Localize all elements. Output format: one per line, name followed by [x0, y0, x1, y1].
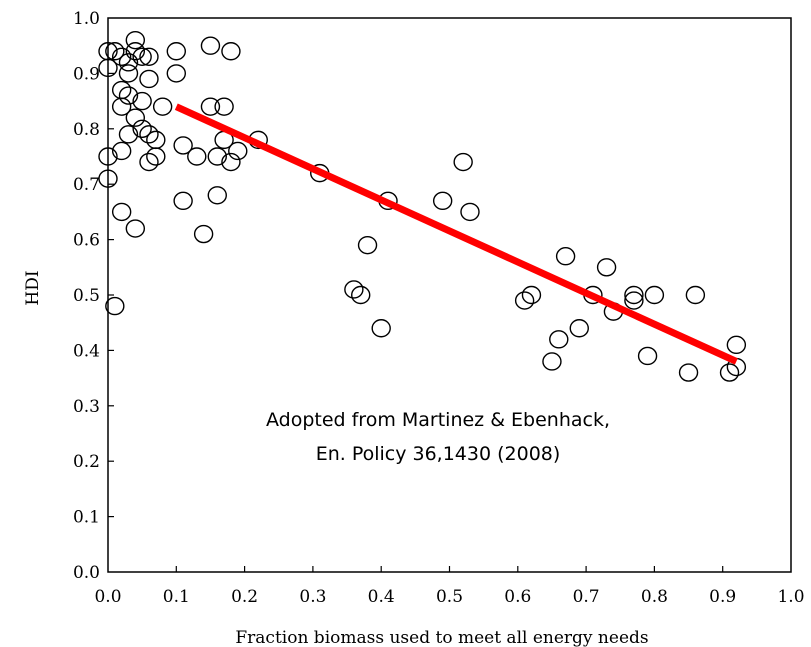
annotation-line-1: Adopted from Martinez & Ebenhack,	[266, 409, 610, 431]
y-tick-label: 0.1	[73, 508, 100, 528]
x-tick-label: 0.0	[94, 587, 121, 607]
data-point	[132, 47, 152, 66]
data-point	[221, 152, 241, 172]
data-point	[152, 97, 173, 116]
data-point	[344, 280, 364, 299]
annotation-line-2: En. Policy 36,1430 (2008)	[316, 443, 561, 465]
data-point	[719, 363, 740, 382]
x-tick-label: 0.1	[163, 587, 190, 607]
y-axis-title: HDI	[23, 270, 43, 305]
y-tick-label: 0.5	[73, 286, 100, 306]
data-point	[118, 64, 139, 83]
data-point	[460, 202, 480, 222]
x-tick-label: 0.5	[436, 587, 463, 607]
data-point	[214, 97, 234, 116]
data-point	[555, 247, 576, 266]
data-point	[726, 335, 747, 355]
data-point	[98, 147, 118, 166]
data-point	[187, 147, 207, 166]
x-tick-label: 0.3	[299, 587, 326, 607]
x-tick-label: 0.6	[504, 587, 531, 607]
data-point	[678, 363, 699, 382]
y-tick-label: 0.0	[73, 563, 100, 583]
data-point	[371, 319, 391, 338]
data-point	[132, 119, 152, 139]
data-point	[432, 191, 453, 211]
x-tick-label: 0.9	[709, 587, 736, 607]
data-point	[125, 42, 146, 61]
data-point	[118, 86, 139, 105]
data-point	[98, 58, 118, 78]
data-point	[111, 47, 132, 66]
data-point	[200, 97, 221, 116]
data-point	[166, 42, 187, 61]
data-point	[132, 91, 152, 111]
y-tick-label: 1.0	[73, 9, 100, 29]
data-point	[118, 125, 139, 144]
data-point	[685, 285, 706, 305]
data-point	[207, 186, 227, 205]
data-point	[514, 291, 535, 310]
data-point	[98, 169, 118, 188]
data-point	[644, 285, 665, 305]
trend-line	[174, 103, 738, 365]
plot-frame	[107, 17, 792, 573]
x-tick-label: 0.7	[573, 587, 600, 607]
data-point	[173, 191, 193, 211]
data-point	[146, 147, 166, 166]
y-tick-label: 0.4	[73, 341, 100, 361]
data-point	[105, 296, 125, 316]
data-point	[624, 291, 644, 310]
data-point	[111, 141, 132, 161]
y-axis-ticks: 0.0 0.1 0.2 0.3 0.4 0.5 0.6 0.7 0.8 0.9 1.0	[73, 9, 114, 583]
y-tick-label: 0.7	[73, 175, 100, 195]
y-tick-label: 0.6	[73, 231, 100, 251]
y-tick-label: 0.3	[73, 397, 100, 417]
data-point	[125, 108, 146, 127]
data-point	[139, 69, 159, 89]
data-point	[569, 319, 589, 338]
x-tick-label: 1.0	[777, 587, 804, 607]
data-point	[173, 136, 193, 155]
data-point	[549, 330, 569, 349]
data-point	[111, 97, 132, 116]
data-point	[228, 141, 248, 161]
data-point	[111, 202, 132, 222]
data-point	[221, 42, 241, 61]
data-point	[125, 30, 146, 50]
x-tick-label: 0.4	[368, 587, 395, 607]
x-tick-label: 0.8	[641, 587, 668, 607]
y-tick-label: 0.9	[73, 64, 100, 84]
data-point	[351, 285, 371, 305]
data-point	[637, 346, 658, 366]
data-point	[207, 147, 227, 166]
x-axis-title: Fraction biomass used to meet all energy…	[235, 628, 648, 647]
data-point	[521, 285, 542, 305]
x-tick-label: 0.2	[231, 587, 258, 607]
y-tick-label: 0.8	[73, 120, 100, 140]
data-point	[596, 258, 617, 277]
data-point	[453, 152, 473, 172]
y-tick-label: 0.2	[73, 452, 100, 472]
data-point	[125, 219, 146, 238]
data-point	[139, 152, 159, 172]
data-point	[200, 36, 221, 55]
data-point	[105, 42, 125, 61]
data-point	[166, 64, 187, 83]
data-point	[624, 285, 644, 305]
data-point	[357, 235, 378, 255]
data-point	[139, 47, 159, 66]
data-point	[542, 352, 562, 371]
x-axis-ticks: 0.0 0.1 0.2 0.3 0.4 0.5 0.6 0.7 0.8 0.9 1.0	[94, 566, 805, 607]
data-point	[118, 53, 139, 72]
data-point	[139, 125, 159, 144]
data-point	[193, 224, 214, 244]
